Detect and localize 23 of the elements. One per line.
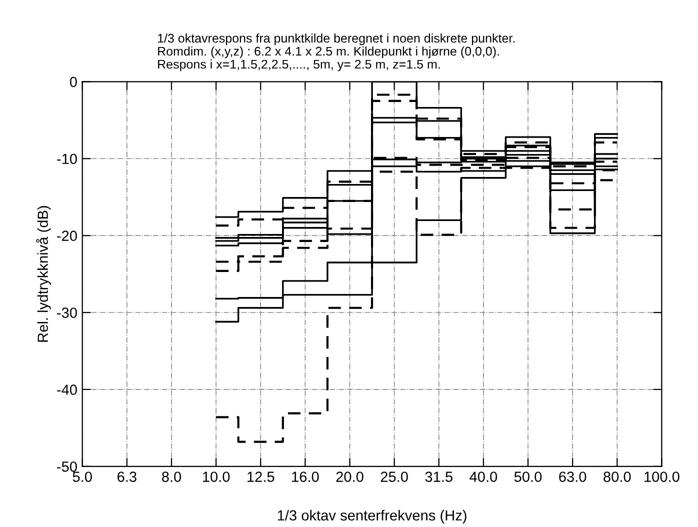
chart-title: 1/3 oktavrespons fra punktkilde beregnet i noen diskrete punkter. Romdim. (x,y,z) : 6.2 x 4.1 x 2.5 m. Kildepunkt i hjørne (0,0,0). Respons i x=1,1.5,2,2.5,...., 5m, y= 2.5 m, z=1.5 m. bbox=[158, 33, 514, 72]
x-tick-label: 10.0 bbox=[202, 472, 230, 482]
y-tick-label: -30 bbox=[57, 308, 77, 318]
x-tick-label: 12.5 bbox=[248, 472, 274, 482]
x-tick-label: 100.0 bbox=[644, 472, 680, 482]
x-tick-label: 50.0 bbox=[514, 472, 542, 482]
x-tick-label: 8.0 bbox=[162, 472, 182, 482]
x-tick-label: 16.0 bbox=[292, 472, 319, 482]
y-axis-title: Rel. lydtrykknivå (dB) bbox=[36, 206, 51, 342]
y-tick-label: -20 bbox=[57, 230, 77, 241]
x-tick-label: 40.0 bbox=[470, 472, 498, 482]
x-tick-label: 5.0 bbox=[72, 472, 92, 482]
y-tick-label: -10 bbox=[57, 154, 77, 164]
x-tick-label: 31.5 bbox=[425, 472, 452, 482]
x-axis-title: 1/3 oktav senterfrekvens (Hz) bbox=[278, 510, 466, 524]
y-tick-label: -40 bbox=[57, 384, 77, 395]
x-tick-label: 20.0 bbox=[336, 472, 364, 482]
y-tick-label: -50 bbox=[57, 461, 77, 472]
x-tick-label: 25.0 bbox=[380, 472, 408, 482]
x-tick-label: 63.0 bbox=[559, 472, 586, 482]
x-tick-label: 80.0 bbox=[604, 472, 631, 482]
y-tick-label: 0 bbox=[70, 76, 77, 88]
x-tick-label: 6.3 bbox=[118, 472, 136, 482]
